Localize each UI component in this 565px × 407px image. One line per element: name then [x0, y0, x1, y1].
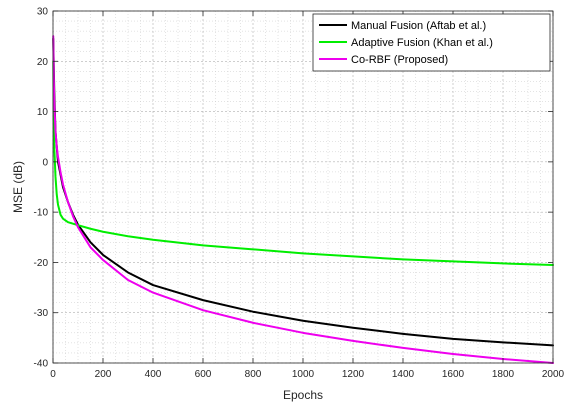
y-tick-label: 20	[37, 57, 49, 68]
y-tick-label: -20	[34, 258, 49, 269]
x-tick-label: 800	[245, 369, 262, 380]
legend-label: Manual Fusion (Aftab et al.)	[351, 20, 486, 32]
x-axis-label: Epochs	[283, 388, 323, 402]
y-tick-label: 0	[42, 157, 48, 168]
y-tick-label: -10	[34, 208, 49, 219]
x-tick-label: 200	[95, 369, 112, 380]
x-tick-label: 600	[195, 369, 212, 380]
y-tick-label: 30	[37, 7, 49, 18]
legend-label: Adaptive Fusion (Khan et al.)	[351, 37, 493, 49]
x-tick-label: 0	[50, 369, 56, 380]
x-tick-label: 1400	[392, 369, 415, 380]
x-tick-label: 1000	[292, 369, 315, 380]
series-line	[52, 60, 554, 266]
y-tick-label: -40	[34, 359, 49, 370]
y-tick-label: -30	[34, 308, 49, 319]
x-tick-labels: 0 200 400 600 800 1000 1200 1400 1600 1800 2000	[50, 369, 564, 380]
y-axis-label: MSE (dB)	[11, 161, 25, 213]
legend-label: Co-RBF (Proposed)	[351, 54, 448, 66]
tick-marks	[52, 10, 554, 364]
x-tick-label: 1800	[492, 369, 515, 380]
y-tick-label: 10	[37, 107, 49, 118]
x-tick-label: 2000	[542, 369, 565, 380]
legend: Manual Fusion (Aftab et al.) Adaptive Fus…	[312, 13, 551, 72]
x-tick-label: 400	[145, 369, 162, 380]
legend-box	[312, 13, 551, 72]
x-tick-label: 1200	[342, 369, 365, 380]
series-line	[52, 35, 554, 364]
series-layer	[52, 35, 554, 364]
y-tick-labels: -40 -30 -20 -10 0 10 20 30	[34, 7, 49, 370]
x-tick-label: 1600	[442, 369, 465, 380]
